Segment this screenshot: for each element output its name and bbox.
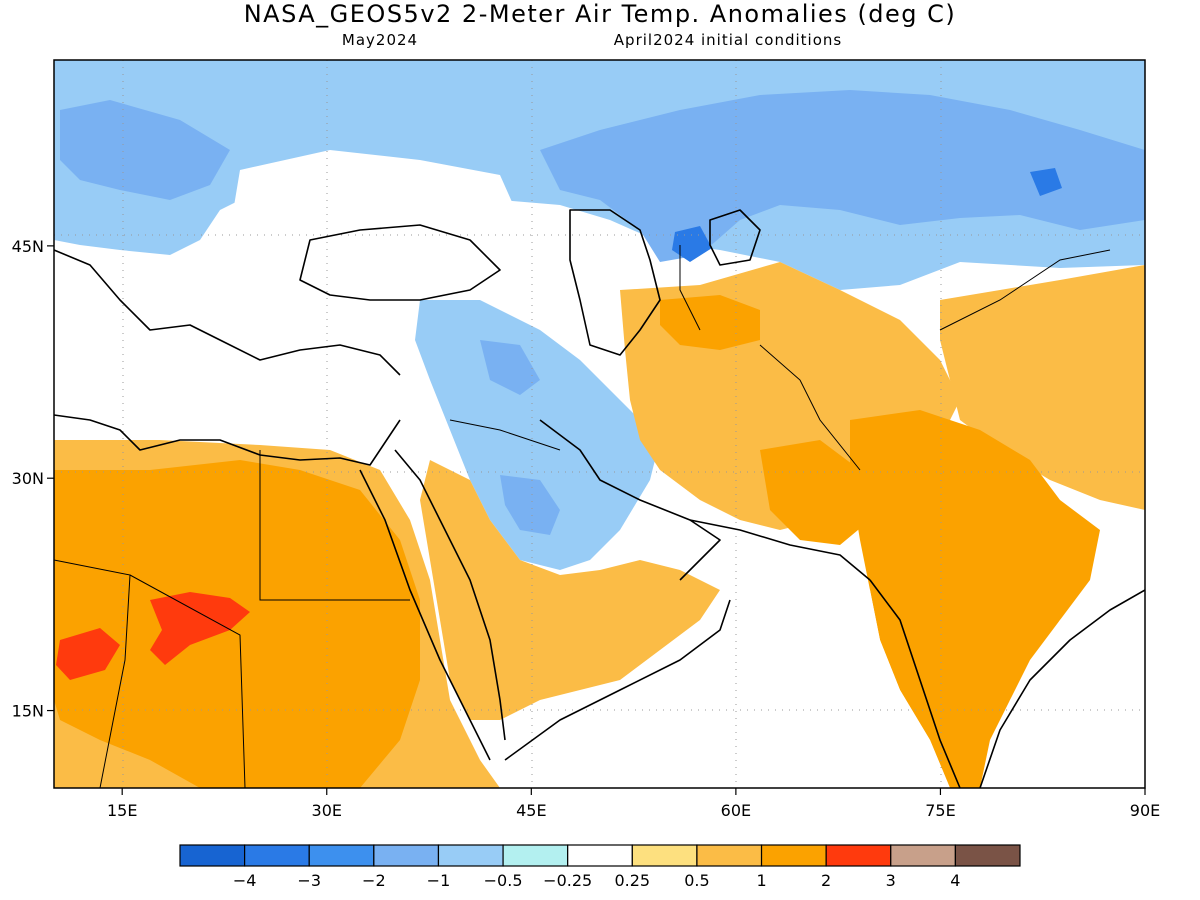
coastlines	[53, 209, 1146, 789]
colorbar-label: 0.5	[684, 871, 709, 890]
persian-gulf-coast	[539, 419, 721, 581]
arabia-south-coast	[504, 599, 731, 761]
colorbar-legend: −4 −3 −2 −1 −0.5 −0.25 0.25 0.5 1 2 3 4	[179, 844, 1021, 890]
colorbar-swatch	[567, 844, 633, 867]
cold-core-arabia	[500, 475, 560, 535]
colorbar-swatch	[696, 844, 763, 867]
hot-region-pakistan	[760, 440, 870, 545]
colorbar-swatch	[631, 844, 698, 867]
x-axis-ticks: 15E 30E 45E 60E 75E 90E	[107, 788, 1160, 820]
colorbar-swatch	[244, 844, 310, 867]
x-tick-label: 15E	[107, 801, 137, 820]
colorbar-label: −0.5	[484, 871, 523, 890]
india-east-coast	[979, 589, 1146, 789]
colorbar-label: 2	[821, 871, 831, 890]
colorbar-label: 0.25	[614, 871, 650, 890]
y-tick-label: 45N	[12, 237, 44, 256]
aral-sea-coast	[709, 209, 761, 266]
init-conditions-label: April2024 initial conditions	[614, 31, 842, 49]
colorbar-swatch	[373, 844, 440, 867]
mediterranean-coast-north	[53, 249, 401, 376]
colorbar-swatch	[760, 844, 827, 867]
hot-region-sahara	[54, 460, 420, 788]
map-title: NASA_GEOS5v2 2-Meter Air Temp. Anomalies…	[244, 0, 957, 28]
cold-core-iraq	[480, 340, 540, 395]
colorbar-label: 4	[950, 871, 960, 890]
cold-core-kazakhstan	[540, 90, 1145, 262]
valid-month-label: May2024	[342, 31, 418, 49]
colorbar-swatch	[308, 844, 375, 867]
bay-of-bengal	[990, 580, 1145, 788]
cold-region-arabia	[415, 300, 660, 570]
y-tick-label: 30N	[12, 469, 44, 488]
country-borders	[53, 245, 1111, 789]
colorbar-label: −4	[233, 871, 257, 890]
colorbar-swatch	[502, 844, 569, 867]
colorbar-label: 3	[886, 871, 896, 890]
arabian-sea	[620, 550, 950, 788]
africa-north-coast	[53, 414, 401, 466]
cold-core-siberia	[1030, 168, 1062, 196]
very-hot-core-libya	[150, 592, 250, 665]
cold-core-aral	[672, 226, 712, 262]
map-gridlines	[54, 60, 1145, 788]
colorbar-swatch	[179, 844, 246, 867]
warm-region-tarim	[940, 265, 1145, 510]
warm-core-turkmenistan	[660, 295, 760, 350]
x-tick-label: 75E	[925, 801, 955, 820]
x-tick-label: 30E	[312, 801, 342, 820]
very-hot-core-niger	[56, 628, 120, 680]
map-frame	[53, 59, 1146, 789]
colorbar-label: −1	[427, 871, 451, 890]
colorbar-swatch	[825, 844, 892, 867]
y-axis-ticks: 45N 30N 15N	[12, 237, 54, 721]
india-west-coast	[869, 579, 961, 789]
x-tick-label: 90E	[1130, 801, 1160, 820]
cold-core-europe	[60, 100, 230, 200]
colorbar-swatch	[954, 844, 1021, 867]
colorbar-swatch	[890, 844, 956, 867]
x-tick-label: 45E	[516, 801, 546, 820]
caspian-sea-coast	[569, 209, 661, 356]
red-sea-coast	[394, 449, 506, 741]
warm-region-arabia-south	[420, 460, 720, 720]
y-tick-label: 15N	[12, 702, 44, 721]
colorbar-label: −3	[297, 871, 321, 890]
red-sea-coast-west	[359, 469, 491, 761]
colorbar-label: 1	[756, 871, 766, 890]
colorbar-label: −0.25	[543, 871, 592, 890]
neutral-turkey	[220, 150, 520, 300]
iran-south-coast	[689, 519, 871, 581]
anomaly-field	[54, 60, 1145, 788]
colorbar-label: −2	[362, 871, 386, 890]
hot-region-india	[850, 410, 1100, 788]
black-sea-coast	[299, 224, 501, 301]
colorbar-swatch	[437, 844, 504, 867]
x-tick-label: 60E	[721, 801, 751, 820]
